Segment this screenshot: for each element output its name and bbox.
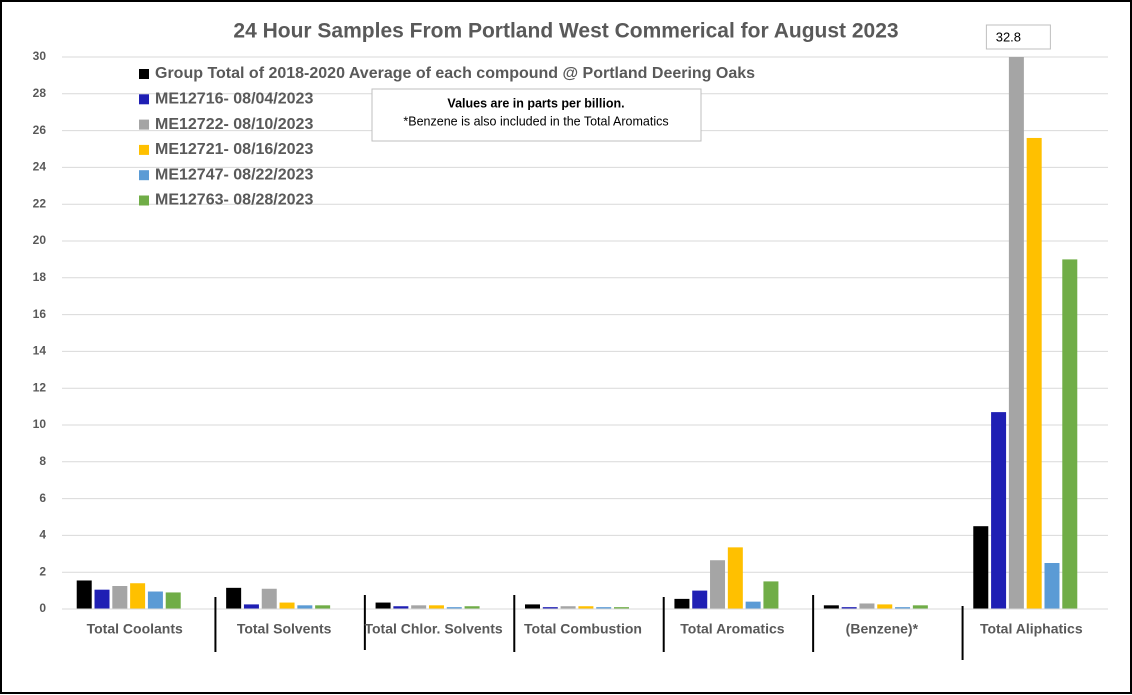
bar: [542, 607, 558, 609]
bar: [578, 606, 594, 609]
bar: [895, 607, 911, 609]
y-tick-label: 22: [33, 196, 47, 210]
legend-label: ME12722- 08/10/2023: [155, 116, 313, 133]
y-tick-label: 14: [33, 344, 47, 358]
bar: [674, 598, 690, 609]
legend-swatch: [139, 195, 149, 206]
y-tick-label: 16: [33, 307, 47, 321]
bar: [973, 526, 989, 609]
bar: [279, 602, 295, 609]
bar: [446, 607, 462, 609]
bar: [841, 607, 857, 609]
bar: [315, 605, 331, 609]
data-label: 32.8: [996, 29, 1021, 44]
bar: [859, 603, 875, 609]
bar: [165, 592, 181, 609]
bar: [763, 581, 779, 609]
y-tick-label: 26: [33, 123, 47, 137]
bar: [692, 590, 708, 609]
legend-swatch: [139, 119, 149, 130]
annotation: Values are in parts per billion.: [447, 96, 624, 110]
x-tick-label: Total Coolants: [87, 621, 183, 637]
bar: [375, 602, 391, 609]
bar: [393, 606, 409, 609]
bar: [94, 589, 110, 609]
y-tick-label: 4: [39, 528, 46, 542]
legend-swatch: [139, 69, 149, 79]
x-tick-label: Total Solvents: [237, 621, 332, 637]
bar: [464, 606, 480, 609]
bar: [1008, 57, 1024, 609]
bar: [1062, 259, 1078, 609]
y-tick-label: 24: [33, 160, 47, 174]
bar: [297, 605, 313, 609]
y-tick-label: 20: [33, 233, 47, 247]
bar: [991, 412, 1007, 609]
y-tick-label: 18: [33, 270, 47, 284]
bar: [912, 605, 928, 609]
legend-label: ME12763- 08/28/2023: [155, 192, 313, 209]
bar: [745, 601, 761, 609]
bar: [1044, 563, 1060, 609]
bar: [596, 607, 612, 609]
x-tick-label: Total Chlor. Solvents: [364, 621, 502, 637]
y-tick-label: 6: [39, 491, 46, 505]
legend-label: Group Total of 2018-2020 Average of each…: [155, 65, 755, 82]
bar: [130, 583, 146, 609]
bar: [147, 591, 163, 609]
bar: [877, 604, 893, 609]
bar: [614, 607, 629, 609]
x-tick-label: Total Combustion: [524, 621, 642, 637]
legend-label: ME12721- 08/16/2023: [155, 141, 313, 158]
x-tick-label: Total Aromatics: [680, 621, 784, 637]
bar: [428, 605, 444, 609]
y-tick-label: 28: [33, 86, 47, 100]
bar: [411, 605, 427, 609]
bar: [560, 606, 576, 609]
y-tick-label: 10: [33, 417, 47, 431]
bar: [76, 580, 92, 609]
data-label-box: [985, 24, 1051, 50]
bar: [112, 586, 128, 609]
bar: [1026, 137, 1042, 609]
bar: [823, 605, 839, 609]
bar: [727, 547, 743, 609]
bar: [243, 604, 259, 609]
y-tick-label: 12: [33, 380, 47, 394]
legend-swatch: [139, 170, 149, 181]
annotation: *Benzene is also included in the Total A…: [403, 114, 668, 128]
legend-swatch: [139, 94, 149, 105]
x-tick-label: Total Aliphatics: [980, 621, 1083, 637]
bar: [226, 587, 242, 609]
chart-title: 24 Hour Samples From Portland West Comme…: [233, 20, 898, 43]
bar: [525, 604, 540, 609]
y-tick-label: 0: [39, 601, 46, 615]
legend-label: ME12716- 08/04/2023: [155, 91, 313, 108]
y-tick-label: 30: [33, 49, 47, 63]
annotation-box: [371, 88, 702, 142]
bar: [710, 560, 726, 609]
y-tick-label: 2: [39, 564, 46, 578]
x-tick-label: (Benzene)*: [846, 621, 919, 637]
legend-label: ME12747- 08/22/2023: [155, 166, 313, 183]
bar: [261, 588, 277, 609]
legend-swatch: [139, 144, 149, 155]
y-tick-label: 8: [39, 454, 46, 468]
